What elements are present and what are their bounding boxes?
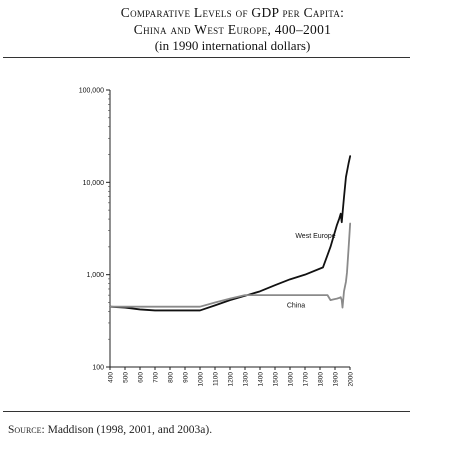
y-tick-label: 1,000	[86, 272, 104, 279]
y-tick-label: 10,000	[83, 180, 105, 187]
series-line-west-europe	[109, 155, 352, 312]
x-tick-label: 500	[122, 372, 129, 383]
y-tick-label: 100	[92, 365, 104, 372]
figure-title: Comparative Levels of GDP per Capita: Ch…	[0, 4, 465, 54]
x-tick-label: 1700	[302, 372, 309, 387]
x-tick-label: 1600	[287, 372, 294, 387]
x-tick-label: 1100	[212, 372, 219, 386]
x-tick-label: 1500	[272, 372, 279, 387]
x-tick-label: 900	[182, 372, 189, 383]
x-tick-label: 1300	[242, 372, 249, 387]
title-line-2: China and West Europe, 400–2001	[133, 22, 332, 37]
source-label: Source:	[8, 424, 45, 436]
annotation-west-europe: West Europe	[295, 233, 335, 240]
title-line-3: (in 1990 international dollars)	[154, 38, 311, 53]
x-tick-label: 1900	[332, 372, 339, 387]
annotations: West Europe China	[287, 233, 336, 310]
x-tick-label: 1000	[197, 372, 204, 387]
source-text: Maddison (1998, 2001, and 2003a).	[44, 424, 213, 436]
x-tick-label: 2000	[347, 372, 354, 387]
series-line-china	[109, 222, 352, 309]
x-tick-label: 1200	[227, 372, 234, 387]
bottom-rule	[3, 411, 410, 412]
annotation-china: China	[287, 303, 305, 310]
x-tick-label: 1400	[257, 372, 264, 387]
top-rule	[3, 57, 410, 58]
x-tick-label: 400	[107, 372, 114, 383]
x-tick-label: 700	[152, 372, 159, 383]
y-tick-label: 100,000	[79, 88, 104, 95]
x-tick-label: 800	[167, 372, 174, 383]
series-layer	[109, 155, 352, 312]
source-note: Source: Maddison (1998, 2001, and 2003a)…	[8, 424, 212, 436]
x-tick-label: 1800	[317, 372, 324, 387]
title-line-1: Comparative Levels of GDP per Capita:	[120, 5, 345, 20]
x-tick-label: 600	[137, 372, 144, 383]
axes: 100 1,000 10,000 100,000 400 500 600 700 800 900 1…	[79, 88, 355, 387]
